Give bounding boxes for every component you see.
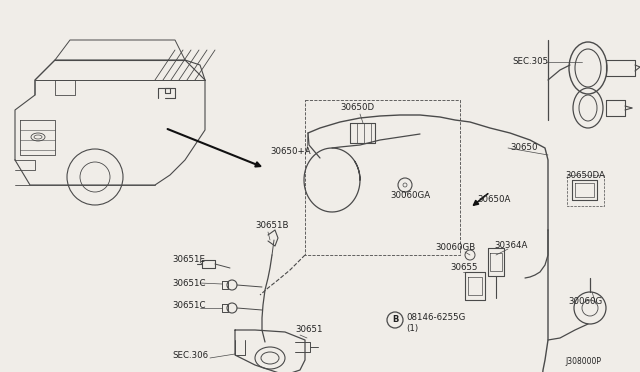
Text: J308000P: J308000P: [565, 357, 601, 366]
Text: 08146-6255G: 08146-6255G: [406, 314, 465, 323]
Text: 30060G: 30060G: [568, 298, 602, 307]
Text: 30651E: 30651E: [172, 256, 205, 264]
Text: 30650DA: 30650DA: [565, 170, 605, 180]
Text: 30651C: 30651C: [172, 301, 205, 311]
Text: 30060GA: 30060GA: [390, 190, 430, 199]
Text: 30651C: 30651C: [172, 279, 205, 288]
Text: 30364A: 30364A: [494, 241, 527, 250]
Text: (1): (1): [406, 324, 418, 333]
Text: 30651: 30651: [295, 326, 323, 334]
Text: 30651B: 30651B: [255, 221, 289, 230]
Text: SEC.306: SEC.306: [172, 350, 208, 359]
Text: B: B: [392, 315, 398, 324]
Text: 30655: 30655: [450, 263, 477, 273]
Text: 30650+A: 30650+A: [270, 148, 310, 157]
Text: 30060GB: 30060GB: [435, 244, 476, 253]
Text: SEC.305: SEC.305: [512, 58, 548, 67]
Text: 30650: 30650: [510, 144, 538, 153]
Text: 30650D: 30650D: [340, 103, 374, 112]
Text: 30650A: 30650A: [477, 196, 510, 205]
